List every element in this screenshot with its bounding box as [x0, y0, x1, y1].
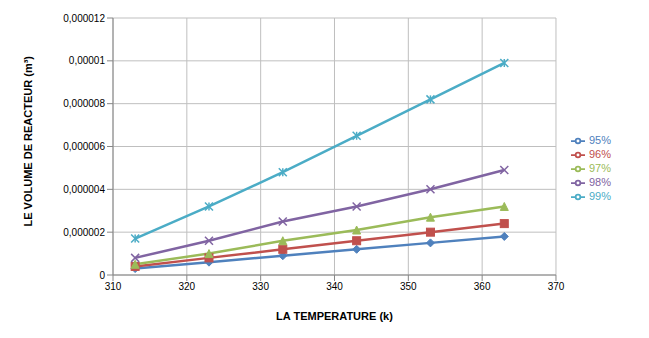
html-text:98%: 98%	[589, 176, 611, 188]
svg-text:LA TEMPERATURE (k): LA TEMPERATURE (k)	[276, 310, 393, 322]
svg-text:360: 360	[474, 281, 491, 292]
svg-text:0,000006: 0,000006	[63, 141, 105, 152]
html-text:97%: 97%	[589, 162, 611, 174]
svg-text:0,000008: 0,000008	[63, 98, 105, 109]
svg-text:LE VOLUME DE REACTEUR (m³): LE VOLUME DE REACTEUR (m³)	[22, 56, 34, 227]
svg-text:310: 310	[105, 281, 122, 292]
svg-text:0,000012: 0,000012	[63, 13, 105, 24]
svg-text:0: 0	[99, 270, 105, 281]
html-text:99%: 99%	[589, 190, 611, 203]
svg-text:0,000002: 0,000002	[63, 227, 105, 238]
svg-text:350: 350	[400, 281, 417, 292]
svg-text:340: 340	[326, 281, 343, 292]
svg-text:370: 370	[548, 281, 565, 292]
html-text:96%: 96%	[589, 147, 611, 160]
svg-text:320: 320	[178, 281, 195, 292]
html-text:95%: 95%	[589, 133, 611, 146]
svg-text:0,00001: 0,00001	[69, 55, 106, 66]
svg-text:330: 330	[252, 281, 269, 292]
svg-text:0,000004: 0,000004	[63, 184, 105, 195]
